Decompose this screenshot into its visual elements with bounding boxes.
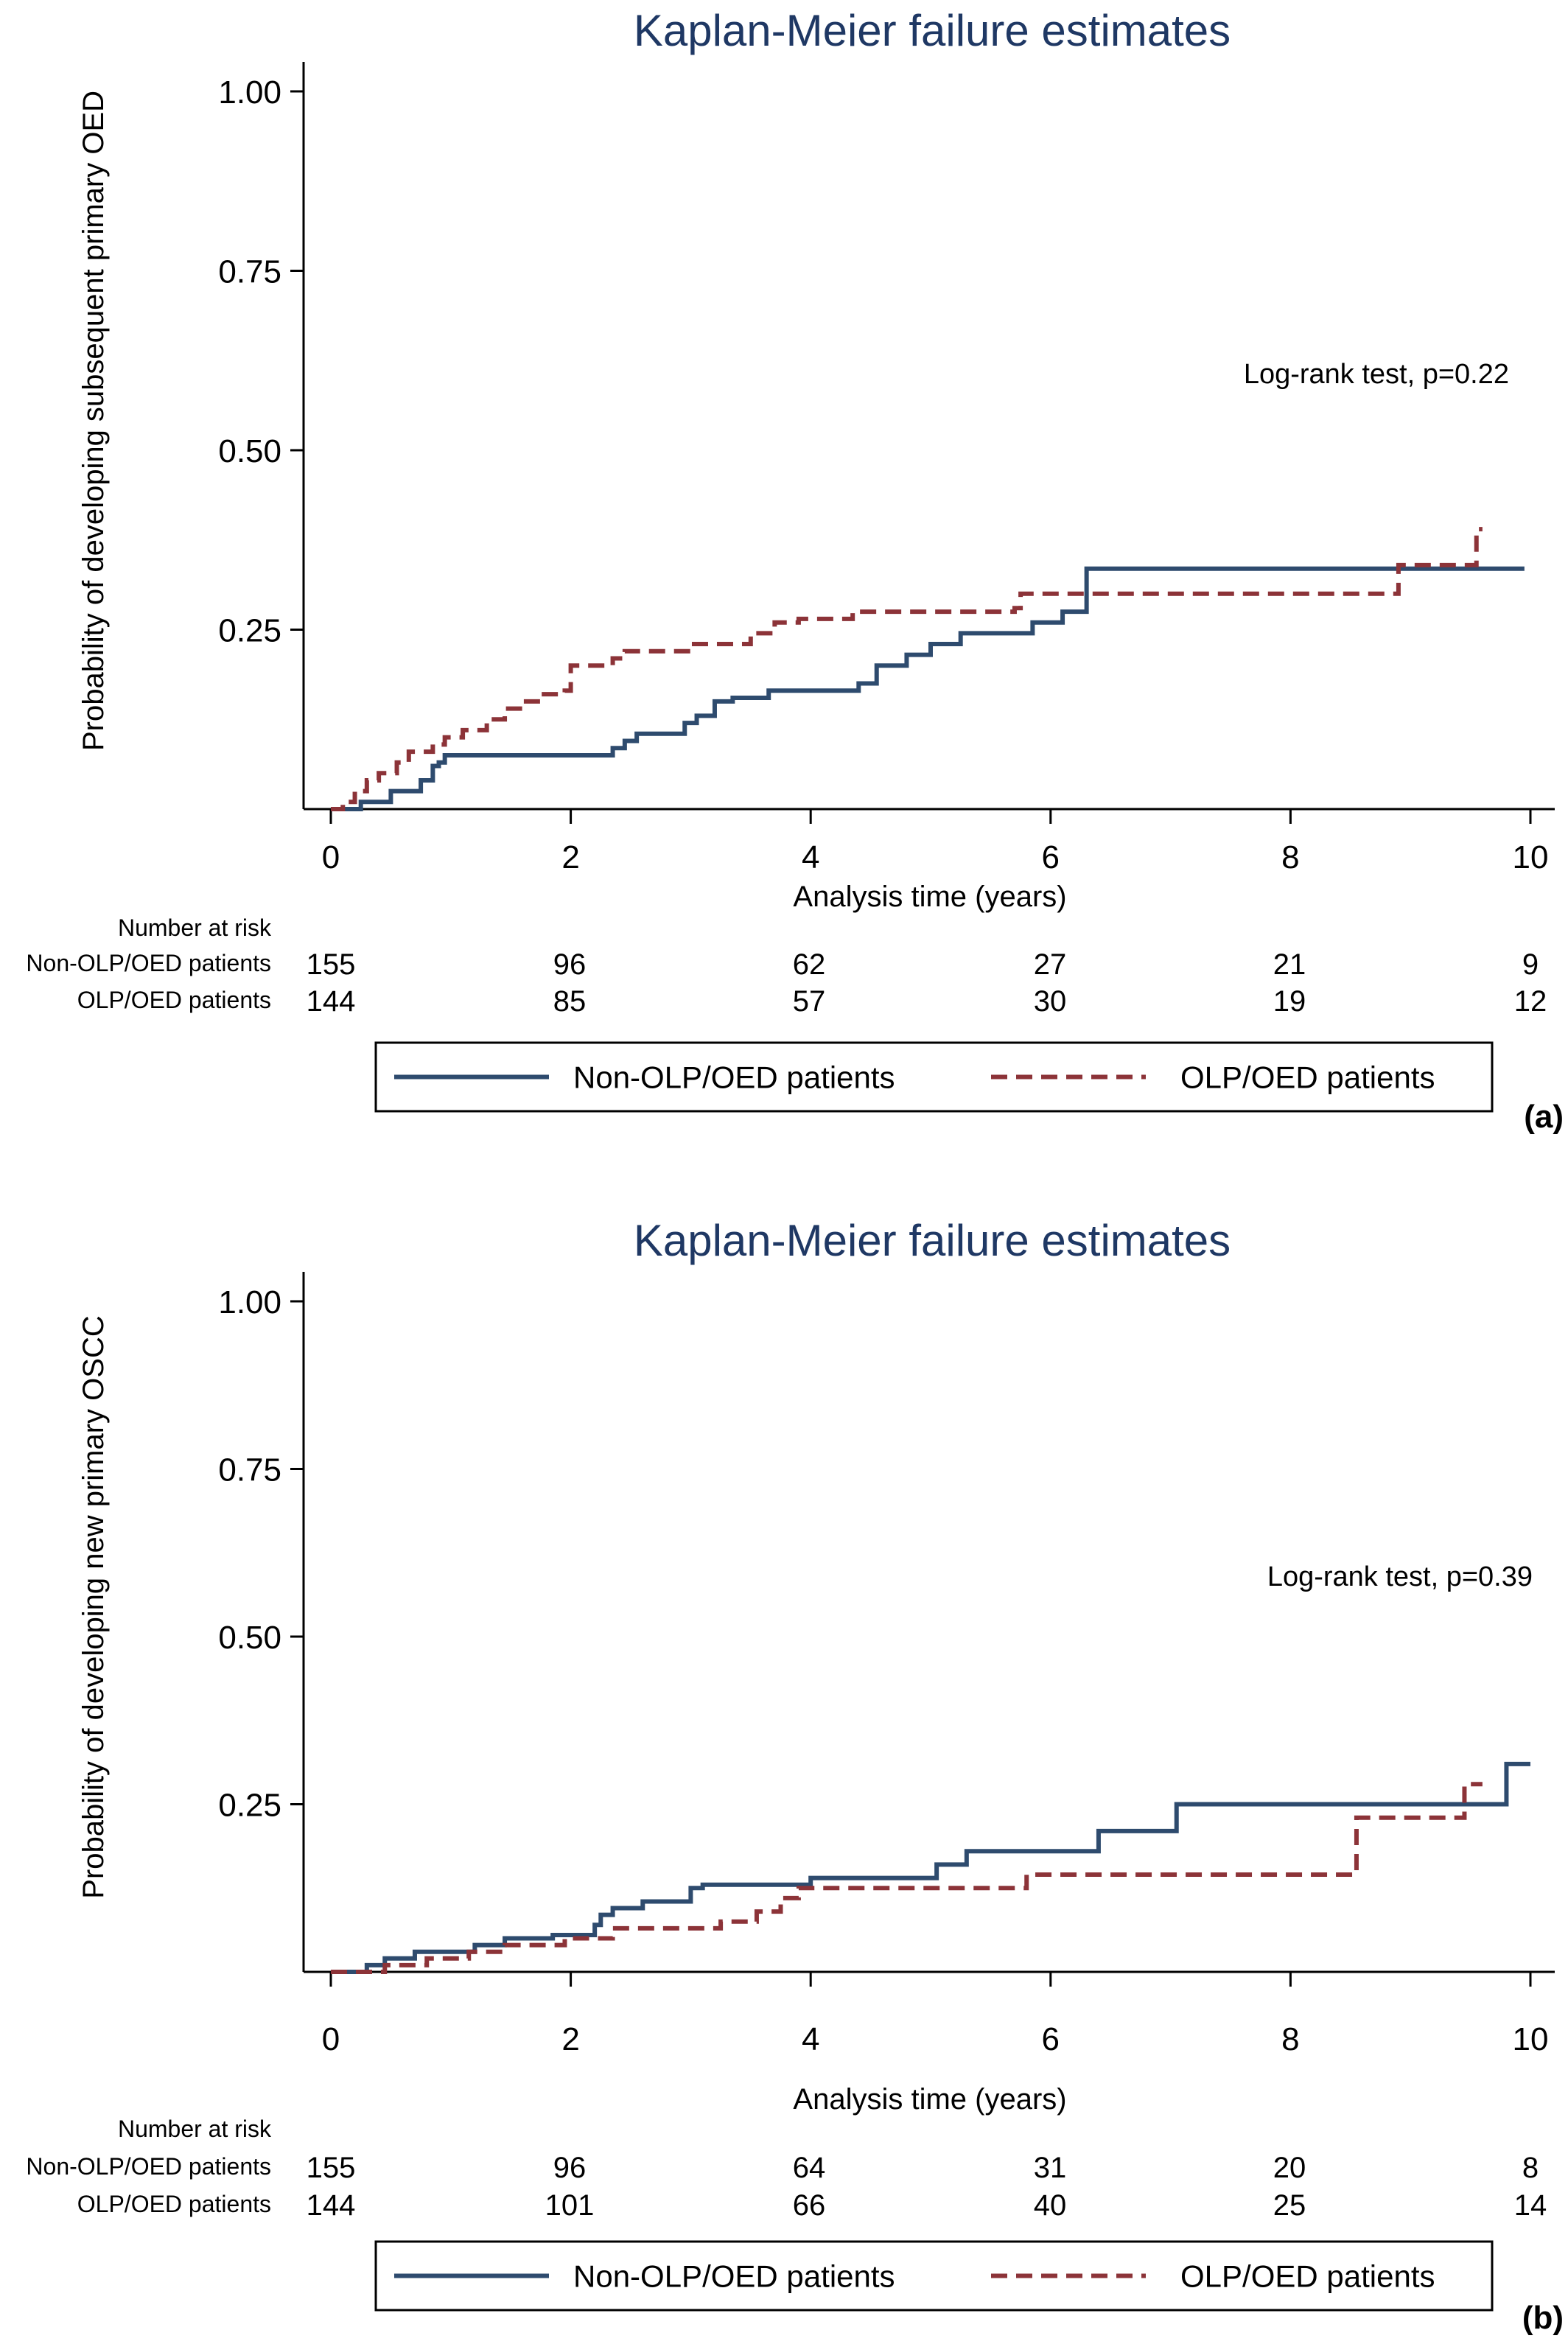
x-tick-label: 6 bbox=[1042, 839, 1060, 875]
risk-value: 66 bbox=[793, 2189, 826, 2222]
x-tick-label: 0 bbox=[322, 2021, 340, 2057]
y-axis-label: Probability of developing new primary OS… bbox=[77, 1315, 110, 1898]
x-tick-label: 10 bbox=[1513, 839, 1549, 875]
risk-value: 31 bbox=[1034, 2152, 1067, 2184]
risk-value: 144 bbox=[307, 985, 356, 1018]
risk-value: 19 bbox=[1273, 985, 1306, 1018]
x-tick-label: 4 bbox=[802, 839, 819, 875]
x-axis-label: Analysis time (years) bbox=[793, 881, 1066, 913]
x-tick-label: 2 bbox=[561, 2021, 579, 2057]
y-tick-label: 0.75 bbox=[218, 1452, 281, 1488]
legend-label-olp-oed: OLP/OED patients bbox=[1180, 1060, 1435, 1095]
risk-value: 21 bbox=[1273, 948, 1306, 981]
risk-value: 101 bbox=[545, 2189, 595, 2222]
log-rank-annotation: Log-rank test, p=0.22 bbox=[1244, 359, 1509, 390]
x-axis-label: Analysis time (years) bbox=[793, 2083, 1066, 2116]
y-axis-label: Probability of developing subsequent pri… bbox=[77, 91, 110, 751]
y-tick-label: 0.25 bbox=[218, 613, 281, 649]
risk-row-label: OLP/OED patients bbox=[77, 2191, 271, 2217]
risk-value: 9 bbox=[1522, 948, 1539, 981]
risk-row-label: OLP/OED patients bbox=[77, 987, 271, 1013]
y-tick-label: 0.50 bbox=[218, 433, 281, 469]
legend-label-olp-oed: OLP/OED patients bbox=[1180, 2259, 1435, 2294]
y-tick-label: 1.00 bbox=[218, 1284, 281, 1320]
series-line-non-olp-oed bbox=[331, 566, 1525, 811]
legend-box bbox=[374, 1041, 1494, 1113]
risk-value: 96 bbox=[553, 2152, 587, 2184]
log-rank-annotation: Log-rank test, p=0.39 bbox=[1267, 1561, 1533, 1592]
series-line-olp-oed bbox=[331, 527, 1483, 811]
risk-value: 62 bbox=[793, 948, 826, 981]
risk-value: 144 bbox=[307, 2189, 356, 2222]
legend-label-non-olp-oed: Non-OLP/OED patients bbox=[573, 1060, 895, 1095]
y-tick-label: 0.50 bbox=[218, 1620, 281, 1656]
legend-label-non-olp-oed: Non-OLP/OED patients bbox=[573, 2259, 895, 2294]
risk-table-header: Number at risk bbox=[118, 2116, 272, 2142]
chart-title: Kaplan-Meier failure estimates bbox=[634, 6, 1231, 55]
risk-value: 85 bbox=[553, 985, 587, 1018]
x-tick-label: 4 bbox=[802, 2021, 819, 2057]
risk-value: 27 bbox=[1034, 948, 1067, 981]
panel-label: (a) bbox=[1524, 1099, 1564, 1135]
risk-table-header: Number at risk bbox=[118, 914, 272, 941]
x-tick-label: 10 bbox=[1513, 2021, 1549, 2057]
legend-box bbox=[374, 2240, 1494, 2312]
panel-label: (b) bbox=[1522, 2300, 1564, 2336]
panel-b: Kaplan-Meier failure estimates 0.25 0.50 0.… bbox=[26, 1216, 1564, 2336]
risk-value: 64 bbox=[793, 2152, 826, 2184]
chart-title: Kaplan-Meier failure estimates bbox=[634, 1216, 1231, 1265]
x-tick-label: 8 bbox=[1281, 2021, 1299, 2057]
risk-value: 12 bbox=[1514, 985, 1547, 1018]
y-tick-label: 0.75 bbox=[218, 254, 281, 290]
risk-value: 155 bbox=[307, 948, 356, 981]
series-line-olp-oed bbox=[331, 1782, 1483, 1974]
risk-value: 8 bbox=[1522, 2152, 1539, 2184]
x-tick-label: 6 bbox=[1042, 2021, 1060, 2057]
risk-value: 20 bbox=[1273, 2152, 1306, 2184]
risk-value: 40 bbox=[1034, 2189, 1067, 2222]
x-tick-label: 0 bbox=[322, 839, 340, 875]
panel-a: Kaplan-Meier failure estimates 0.25 0.50 0.… bbox=[26, 6, 1564, 1135]
y-tick-label: 1.00 bbox=[218, 74, 281, 111]
risk-value: 155 bbox=[307, 2152, 356, 2184]
risk-row-label: Non-OLP/OED patients bbox=[26, 950, 271, 976]
risk-row-label: Non-OLP/OED patients bbox=[26, 2153, 271, 2180]
x-tick-label: 8 bbox=[1281, 839, 1299, 875]
risk-value: 96 bbox=[553, 948, 587, 981]
y-tick-label: 0.25 bbox=[218, 1788, 281, 1824]
risk-value: 57 bbox=[793, 985, 826, 1018]
risk-value: 25 bbox=[1273, 2189, 1306, 2222]
series-line-non-olp-oed bbox=[331, 1761, 1530, 1974]
x-tick-label: 2 bbox=[561, 839, 579, 875]
risk-value: 30 bbox=[1034, 985, 1067, 1018]
risk-value: 14 bbox=[1514, 2189, 1547, 2222]
